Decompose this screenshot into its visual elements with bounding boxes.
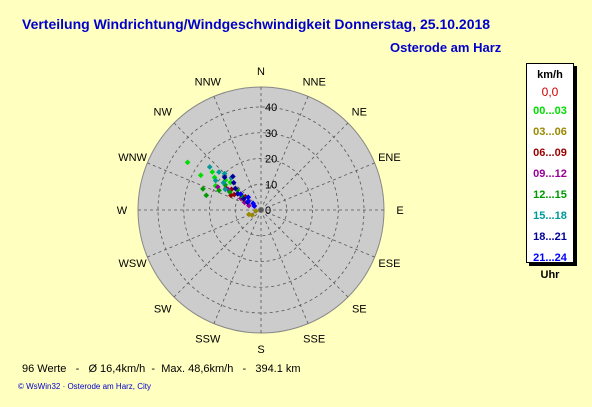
direction-label: SSE: [303, 333, 325, 345]
data-point: [249, 212, 255, 218]
direction-label: NE: [352, 107, 367, 119]
data-point: [220, 179, 227, 186]
grid-spoke: [147, 209, 262, 258]
data-point: [184, 159, 191, 166]
data-point: [226, 189, 233, 195]
data-point: [209, 169, 216, 175]
legend-item: 03...06: [533, 126, 567, 138]
data-point: [237, 191, 244, 197]
legend-calm: 0,0: [541, 85, 559, 99]
grid-ring: [183, 132, 339, 288]
grid-spoke: [260, 209, 375, 258]
direction-label: WSW: [119, 258, 148, 270]
legend-item: 12...15: [533, 189, 567, 201]
radial-tick-label: 0: [265, 205, 271, 217]
data-point: [197, 172, 204, 179]
direction-label: S: [257, 344, 264, 356]
data-point: [216, 169, 222, 175]
grid-spoke: [213, 209, 262, 324]
direction-label: SW: [154, 303, 172, 315]
legend-item: 06...09: [533, 147, 567, 159]
location-label: Osterode am Harz: [390, 40, 502, 55]
direction-label: N: [257, 66, 265, 78]
grid-spoke: [147, 162, 262, 211]
stat-max: Max. 48,6km/h: [161, 363, 234, 375]
data-point: [212, 177, 219, 184]
data-point: [203, 192, 210, 199]
page-title: Verteilung Windrichtung/Windgeschwindigk…: [22, 16, 491, 32]
direction-label: NNW: [195, 77, 222, 89]
legend-item: 18...21: [533, 231, 567, 243]
stat-count: 96 Werte: [22, 363, 67, 375]
direction-label: ESE: [378, 258, 400, 270]
direction-label: W: [117, 205, 128, 217]
direction-label: E: [396, 205, 403, 217]
radial-tick-label: 20: [265, 154, 277, 166]
radial-tick-label: 40: [265, 102, 277, 114]
grid-spoke: [260, 96, 309, 211]
data-point: [206, 164, 213, 170]
data-point: [222, 186, 229, 193]
stat-avg: Ø 16,4km/h: [88, 363, 146, 375]
stat-distance: 394.1 km: [255, 363, 301, 375]
grid-spoke: [213, 96, 262, 211]
data-point: [245, 194, 252, 201]
legend-item: 00...03: [533, 105, 567, 117]
legend-unit: km/h: [537, 69, 563, 81]
data-point: [230, 179, 237, 186]
direction-label: SE: [352, 303, 367, 315]
legend-item: 21...24: [533, 252, 567, 264]
credit: © WsWin32 · Osterode am Harz, City: [18, 382, 152, 391]
data-point: [253, 208, 259, 214]
direction-label: NNE: [303, 77, 326, 89]
legend-items: 00...03 03...06 06...09 09...12 12...15 15...…: [527, 103, 573, 267]
radial-tick-label: 10: [265, 179, 277, 191]
grid-spoke: [260, 209, 309, 324]
grid-spoke: [260, 162, 375, 211]
radial-tick-label: 30: [265, 128, 277, 140]
data-point: [232, 185, 239, 192]
legend-item: 15...18: [533, 210, 567, 222]
legend-item: 09...12: [533, 168, 567, 180]
grid-spoke: [260, 122, 349, 211]
data-point: [216, 187, 222, 194]
data-point: [221, 174, 228, 181]
data-point: [227, 179, 234, 186]
data-point: [221, 170, 228, 177]
stats-line: 96 Werte - Ø 16,4km/h - Max. 48,6km/h - …: [22, 363, 301, 375]
grid-spoke: [260, 209, 349, 298]
direction-label: ENE: [378, 152, 401, 164]
data-point: [240, 195, 247, 202]
data-point: [230, 173, 236, 180]
legend-footer: Uhr: [540, 269, 560, 281]
direction-label: SSW: [195, 333, 221, 345]
grid-ring: [209, 158, 313, 262]
direction-label: WNW: [118, 152, 147, 164]
data-point: [245, 198, 252, 204]
data-point: [200, 186, 206, 192]
direction-label: NW: [154, 107, 173, 119]
grid-spoke: [173, 209, 262, 298]
legend: km/h 0,0 00...03 03...06 06...09 09...12 12.…: [526, 63, 574, 281]
